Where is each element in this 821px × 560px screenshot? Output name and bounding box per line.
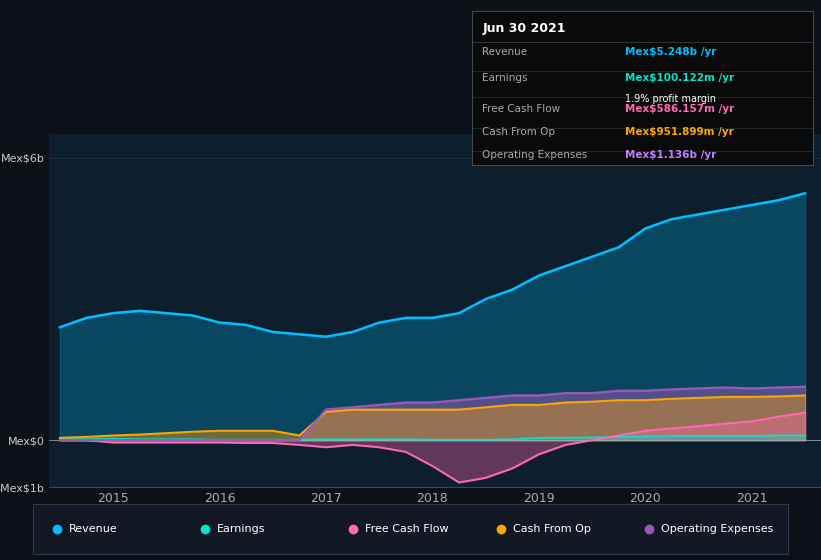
Text: Mex$586.157m /yr: Mex$586.157m /yr <box>626 104 735 114</box>
Text: Operating Expenses: Operating Expenses <box>482 150 588 160</box>
Text: Mex$1.136b /yr: Mex$1.136b /yr <box>626 150 717 160</box>
Text: Mex$951.899m /yr: Mex$951.899m /yr <box>626 127 734 137</box>
Text: Cash From Op: Cash From Op <box>482 127 555 137</box>
Text: Free Cash Flow: Free Cash Flow <box>482 104 561 114</box>
Text: Earnings: Earnings <box>482 73 528 83</box>
Text: Earnings: Earnings <box>217 524 266 534</box>
Text: Free Cash Flow: Free Cash Flow <box>365 524 449 534</box>
Text: Operating Expenses: Operating Expenses <box>661 524 773 534</box>
Text: Jun 30 2021: Jun 30 2021 <box>482 22 566 35</box>
Text: 1.9% profit margin: 1.9% profit margin <box>626 95 717 104</box>
Text: Revenue: Revenue <box>482 46 527 57</box>
Text: Mex$100.122m /yr: Mex$100.122m /yr <box>626 73 735 83</box>
Text: Cash From Op: Cash From Op <box>513 524 591 534</box>
Text: Revenue: Revenue <box>69 524 118 534</box>
Text: Mex$5.248b /yr: Mex$5.248b /yr <box>626 46 717 57</box>
